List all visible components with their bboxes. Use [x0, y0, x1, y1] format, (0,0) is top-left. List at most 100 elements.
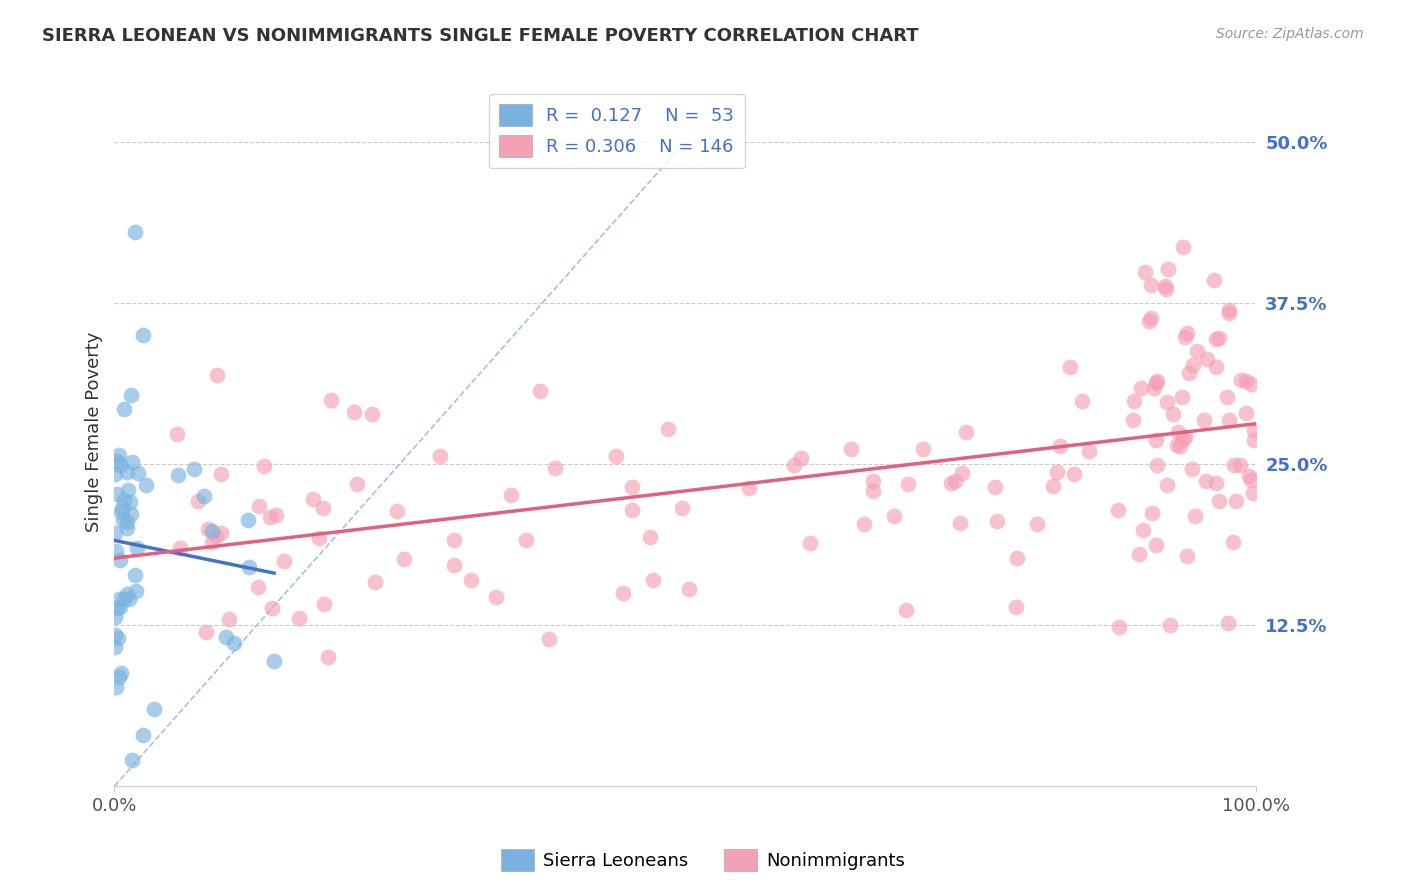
Point — [1154, 279, 1177, 293]
Point — [1077, 444, 1099, 458]
Point — [515, 533, 537, 547]
Point — [943, 474, 966, 488]
Point — [1229, 458, 1251, 472]
Point — [205, 529, 228, 543]
Point — [104, 680, 127, 694]
Point — [1195, 475, 1218, 489]
Point — [1205, 359, 1227, 374]
Point — [167, 467, 190, 482]
Point — [955, 425, 977, 439]
Point — [193, 489, 215, 503]
Point — [222, 636, 245, 650]
Point — [620, 503, 643, 517]
Point — [115, 465, 138, 479]
Point — [1137, 314, 1160, 328]
Point — [678, 582, 700, 596]
Point — [120, 388, 142, 402]
Point — [104, 526, 127, 541]
Point — [499, 487, 522, 501]
Point — [132, 328, 155, 343]
Point — [112, 493, 135, 508]
Point — [107, 591, 129, 606]
Point — [1243, 433, 1265, 447]
Legend: Sierra Leoneans, Nonimmigrants: Sierra Leoneans, Nonimmigrants — [494, 842, 912, 879]
Point — [246, 580, 269, 594]
Point — [121, 507, 143, 521]
Point — [1222, 458, 1244, 473]
Point — [124, 568, 146, 582]
Point — [201, 524, 224, 538]
Point — [117, 483, 139, 497]
Point — [1222, 535, 1244, 549]
Point — [939, 475, 962, 490]
Point — [839, 442, 862, 456]
Point — [1173, 432, 1195, 446]
Point — [110, 505, 132, 519]
Point — [343, 405, 366, 419]
Point — [862, 483, 884, 498]
Point — [1241, 485, 1264, 500]
Point — [799, 535, 821, 549]
Point — [1005, 551, 1028, 566]
Point — [1144, 433, 1167, 447]
Point — [312, 500, 335, 515]
Point — [314, 597, 336, 611]
Point — [1140, 506, 1163, 520]
Point — [950, 466, 973, 480]
Point — [105, 453, 128, 467]
Point — [537, 632, 560, 646]
Point — [108, 600, 131, 615]
Point — [1243, 423, 1265, 437]
Point — [169, 541, 191, 556]
Point — [1181, 462, 1204, 476]
Point — [1144, 537, 1167, 551]
Point — [385, 504, 408, 518]
Point — [862, 475, 884, 489]
Point — [132, 728, 155, 742]
Point — [1071, 394, 1094, 409]
Point — [429, 450, 451, 464]
Point — [1133, 265, 1156, 279]
Point — [110, 458, 132, 472]
Point — [104, 610, 127, 624]
Point — [657, 422, 679, 436]
Text: SIERRA LEONEAN VS NONIMMIGRANTS SINGLE FEMALE POVERTY CORRELATION CHART: SIERRA LEONEAN VS NONIMMIGRANTS SINGLE F… — [42, 27, 918, 45]
Point — [1159, 618, 1181, 632]
Point — [117, 521, 139, 535]
Point — [605, 449, 627, 463]
Point — [264, 508, 287, 522]
Point — [112, 402, 135, 417]
Point — [124, 225, 146, 239]
Point — [108, 670, 131, 684]
Point — [105, 601, 128, 615]
Point — [1123, 394, 1146, 409]
Point — [263, 654, 285, 668]
Point — [1146, 458, 1168, 472]
Point — [110, 665, 132, 680]
Point — [346, 477, 368, 491]
Point — [1181, 358, 1204, 372]
Point — [104, 628, 127, 642]
Y-axis label: Single Female Poverty: Single Female Poverty — [86, 332, 103, 532]
Point — [853, 516, 876, 531]
Point — [238, 560, 260, 574]
Point — [1174, 330, 1197, 344]
Point — [209, 526, 232, 541]
Point — [1144, 376, 1167, 390]
Point — [197, 523, 219, 537]
Point — [318, 650, 340, 665]
Point — [108, 552, 131, 566]
Point — [247, 500, 270, 514]
Point — [443, 558, 465, 572]
Point — [260, 600, 283, 615]
Point — [127, 541, 149, 555]
Point — [259, 510, 281, 524]
Point — [121, 455, 143, 469]
Point — [790, 450, 813, 465]
Point — [1184, 509, 1206, 524]
Point — [120, 494, 142, 508]
Point — [104, 543, 127, 558]
Point — [125, 583, 148, 598]
Point — [1204, 272, 1226, 286]
Point — [641, 574, 664, 588]
